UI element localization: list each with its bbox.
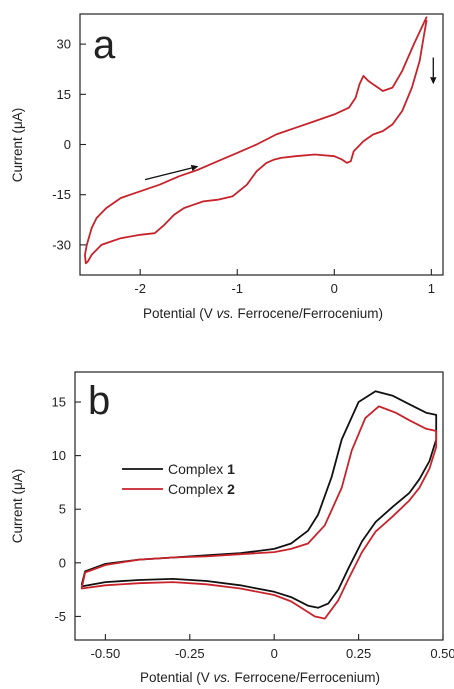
panel-a-arrow-2-head xyxy=(430,77,437,85)
panel-b-letter: b xyxy=(88,379,110,423)
panel-b-x-tick-label: 0.25 xyxy=(346,646,371,661)
panel-a-arrows xyxy=(144,57,437,181)
panel-b-series xyxy=(80,390,438,620)
panel-b-x-tick-label: 0.50 xyxy=(430,646,454,661)
panel-b-x-tick-label: -0.25 xyxy=(175,646,205,661)
panel-b-x-tick-label: 0 xyxy=(271,646,278,661)
panel-a-y-tick-label: 30 xyxy=(57,37,71,52)
panel-b-legend: Complex 1 Complex 2 xyxy=(122,461,235,497)
panel-a-x-axis-label: Potential (V vs. Ferrocene/Ferrocenium) xyxy=(143,306,383,321)
panel-a-x-tick-label: -1 xyxy=(231,281,243,296)
panel-a-y-tick-label: 15 xyxy=(57,87,71,102)
panel-b-chart: b -0.50 -0.25 0 0.25 0.50 -5 0 5 10 15 Complex 1 … xyxy=(10,371,454,685)
panel-a-arrow-1-head xyxy=(190,164,199,172)
panel-b-series-line-2 xyxy=(80,405,438,620)
panel-b-y-tick-label: 10 xyxy=(52,448,66,463)
panel-a-x-tick-label: 1 xyxy=(428,281,435,296)
panel-a-y-axis-label: Current (μA) xyxy=(10,108,25,183)
panel-a-x-tick-label: 0 xyxy=(331,281,338,296)
panel-a-y-tick-label: 0 xyxy=(64,137,71,152)
panel-b-x-tick-label: -0.50 xyxy=(91,646,121,661)
panel-a-series-line-1 xyxy=(84,16,428,265)
panel-a-y-tick-label: -15 xyxy=(52,187,71,202)
panel-b-y-tick-label: 0 xyxy=(59,555,66,570)
legend-label-complex-1: Complex 1 xyxy=(168,461,235,477)
panel-a-y-tick-label: -30 xyxy=(52,237,71,252)
panel-b-x-axis-label: Potential (V vs. Ferrocene/Ferrocenium) xyxy=(140,670,380,685)
panel-b-y-tick-label: 5 xyxy=(59,502,66,517)
panel-b-ticks: -0.50 -0.25 0 0.25 0.50 -5 0 5 10 15 xyxy=(52,395,454,661)
panel-a-chart: a -2 -1 0 1 -30 -15 0 15 30 Potential (V vs. Fer… xyxy=(10,13,444,321)
panel-b-y-axis-label: Current (μA) xyxy=(10,469,25,544)
panel-a-ticks: -2 -1 0 1 -30 -15 0 15 30 xyxy=(52,37,435,296)
panel-a-letter: a xyxy=(93,23,116,67)
panel-b-plot-frame xyxy=(74,371,444,641)
panel-b-y-tick-label: 15 xyxy=(52,395,66,410)
panel-b-series-line-1 xyxy=(80,390,438,609)
panel-b-y-tick-label: -5 xyxy=(54,609,66,624)
panel-a-arrow-1-shaft xyxy=(144,167,192,181)
legend-label-complex-2: Complex 2 xyxy=(168,481,235,497)
panel-a-series xyxy=(84,16,428,265)
panel-a-x-tick-label: -2 xyxy=(134,281,146,296)
